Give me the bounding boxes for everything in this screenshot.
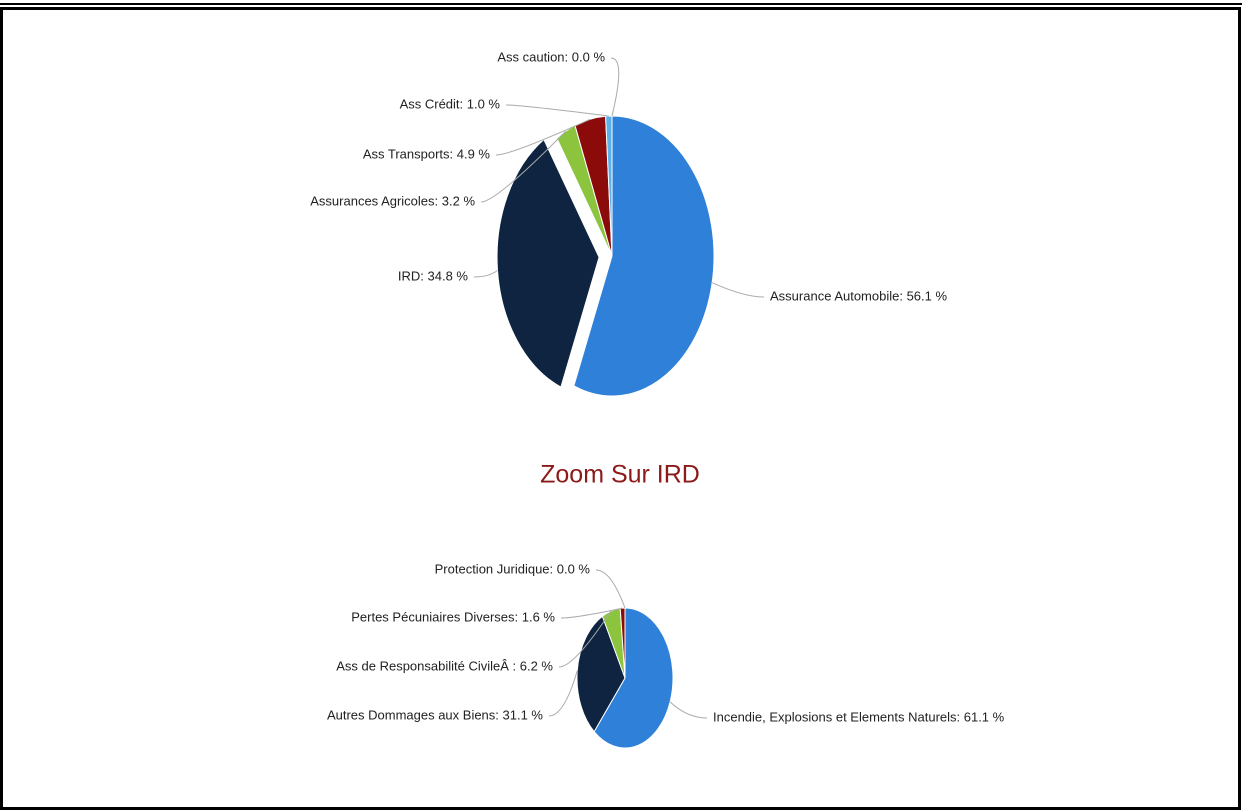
leader-line [669,701,708,719]
data-label: Assurance Automobile: 56.1 % [770,288,947,303]
data-label: Protection Juridique: 0.0 % [435,561,591,576]
chart-title: Zoom Sur IRD [540,461,700,489]
frame [0,7,1241,810]
leader-line [548,670,578,717]
leader-line [558,610,612,668]
leader-line [610,57,620,117]
data-label: Assurances Agricoles: 3.2 % [310,193,475,208]
leader-line [473,270,498,278]
data-label: Autres Dommages aux Biens: 31.1 % [327,707,543,722]
pie-slice [593,607,674,749]
leader-line [560,607,623,619]
data-label: Ass caution: 0.0 % [497,49,605,64]
leader-line [495,118,591,156]
leader-line [505,104,609,117]
data-label: Ass Crédit: 1.0 % [400,96,501,111]
pie-slice [573,115,715,397]
leader-line [595,569,626,609]
leader-line [711,282,765,298]
leader-line [480,130,567,203]
data-label: Pertes Pécuniaires Diverses: 1.6 % [351,609,555,624]
data-label: Ass Transports: 4.9 % [363,146,491,161]
data-label: Incendie, Explosions et Elements Naturel… [713,709,1005,724]
data-label: Ass de Responsabilité CivileÂ : 6.2 % [336,658,553,673]
data-label: IRD: 34.8 % [398,268,469,283]
